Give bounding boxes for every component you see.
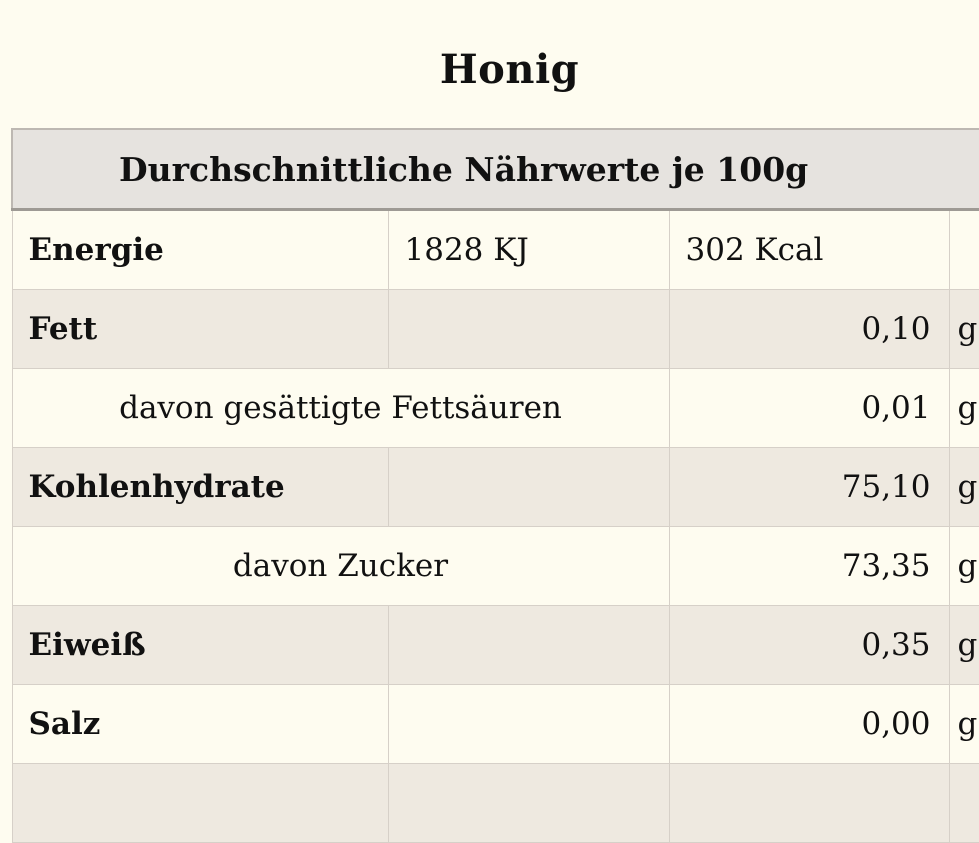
table-row-empty: [11, 763, 979, 843]
row-label: davon gesättigte Fettsäuren: [11, 368, 670, 448]
energy-kj: 1828 KJ: [387, 209, 670, 290]
energy-kcal: 302 Kcal: [668, 209, 950, 290]
row-value: 75,10: [668, 447, 950, 527]
row-unit: g: [948, 447, 979, 527]
table-row: davon gesättigte Fettsäuren 0,01 g: [11, 368, 979, 448]
table-header-row: Durchschnittliche Nährwerte je 100g: [10, 128, 979, 211]
table-row: Kohlenhydrate 75,10 g: [11, 447, 979, 527]
row-label: Kohlenhydrate: [11, 447, 389, 527]
row-unit: g: [948, 368, 979, 448]
empty-cell: [387, 763, 670, 843]
empty-cell: [11, 763, 389, 843]
row-value: 0,35: [668, 605, 950, 685]
empty-cell: [387, 447, 670, 527]
table-row: Eiweiß 0,35 g: [11, 605, 979, 685]
row-label: davon Zucker: [11, 526, 670, 606]
table-row-energy: Energie 1828 KJ 302 Kcal: [11, 209, 979, 290]
table-row: Fett 0,10 g: [11, 289, 979, 369]
row-value: 73,35: [668, 526, 950, 606]
empty-cell: [668, 763, 950, 843]
empty-cell: [948, 763, 979, 843]
empty-cell: [387, 605, 670, 685]
row-unit: g: [948, 289, 979, 369]
row-value: 0,10: [668, 289, 950, 369]
table-row: davon Zucker 73,35 g: [11, 526, 979, 606]
row-unit: g: [948, 526, 979, 606]
row-value: 0,00: [668, 684, 950, 764]
row-unit: g: [948, 684, 979, 764]
row-value: 0,01: [668, 368, 950, 448]
page-title: Honig: [439, 46, 580, 93]
table-row: Salz 0,00 g: [11, 684, 979, 764]
empty-cell: [387, 289, 670, 369]
nutrition-table: Durchschnittliche Nährwerte je 100g Ener…: [10, 128, 979, 843]
row-unit: g: [948, 605, 979, 685]
empty-cell: [948, 209, 979, 290]
row-label: Fett: [11, 289, 389, 369]
row-label: Eiweiß: [11, 605, 389, 685]
row-label: Salz: [11, 684, 389, 764]
table-header: Durchschnittliche Nährwerte je 100g: [10, 128, 979, 211]
empty-cell: [387, 684, 670, 764]
row-label: Energie: [11, 209, 389, 290]
